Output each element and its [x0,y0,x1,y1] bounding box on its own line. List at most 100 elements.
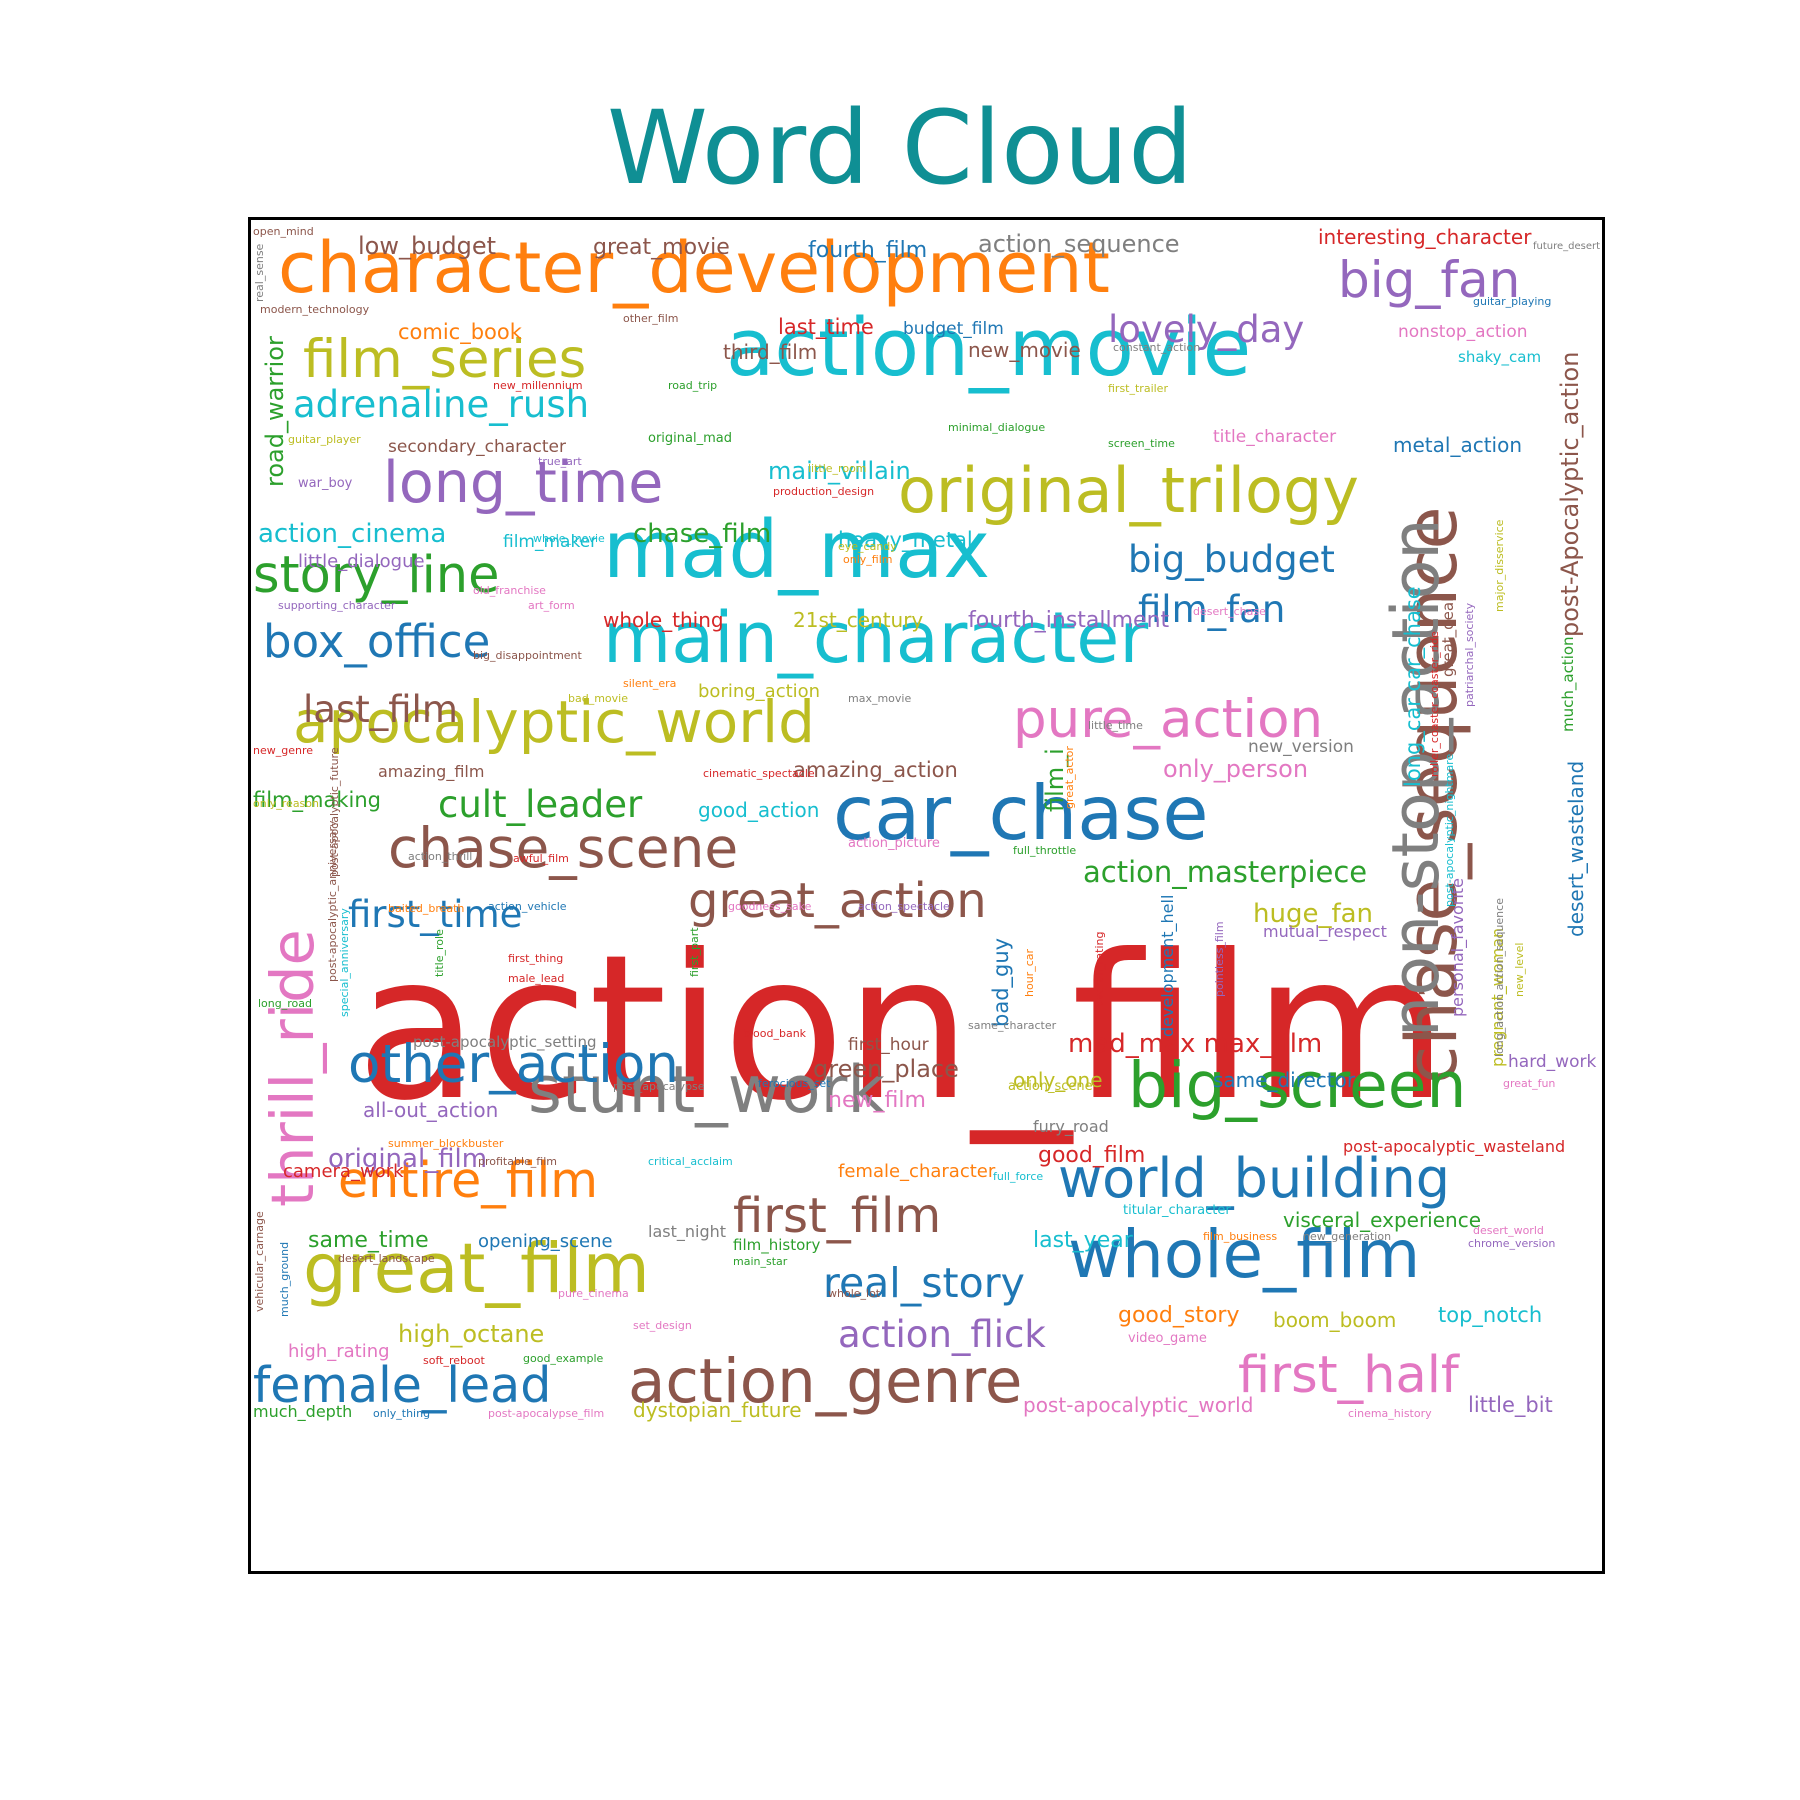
word-opening-scene: opening_scene [478,1231,613,1252]
word-secondary-character: secondary_character [388,437,566,457]
word-shaky-cam: shaky_cam [1458,348,1541,367]
word-war-boy: war_boy [298,476,353,491]
word-critical-acclaim: critical_acclaim [648,1155,733,1168]
word-great-fun: great_fun [1503,1077,1555,1090]
word-post-apocalypse: post_apocalypse [613,1080,705,1093]
word-hard-work: hard_work [1508,1052,1596,1072]
word-pointless-film: pointless_film [1213,921,1226,997]
word-first-film: first_film [733,1188,941,1244]
word-new-generation: new_generation [1303,1230,1391,1243]
word-film-fan: film_fan [1138,588,1285,631]
word-art-form: art_form [528,599,575,612]
word-great-deal: great_deal [1439,598,1458,677]
word-title-role: title_role [433,929,446,977]
word-green-place: green_place [813,1055,959,1083]
word-last-film: last_film [303,688,458,731]
word-original-film: original_film [328,1144,487,1174]
word-old-franchise: old_franchise [473,584,546,597]
word-first-half: first_half [1238,1346,1460,1405]
word-pure-action: pure_action [1013,689,1323,750]
word-budget-film: budget_film [903,319,1004,339]
word-eye-candy: eye_candy [838,540,897,553]
word-ferocious-set: ferocious_set [758,1077,831,1090]
word-main-character: main_character [603,597,1148,679]
word-title-character: title_character [1213,427,1336,447]
word-patriarchal-society: patriarchal_society [1463,602,1476,707]
word-set-design: set_design [633,1319,692,1332]
word-dystopian-future: dystopian_future [633,1398,802,1422]
word-personal-favorite: personal_favorite [1448,878,1468,1017]
chart-title: Word Cloud [607,89,1193,208]
word-max-movie: max_movie [848,692,911,705]
word-only-person: only_person [1163,755,1308,783]
word-post-apocalyptic-anniversary: post-apocalyptic_anniversary [326,820,339,982]
word-action-spectacle: action_spectacle [858,900,950,913]
word-nonstop-action: nonstop_action [1398,322,1528,342]
word-post-apocalyptic-setting: post-apocalyptic_setting [413,1033,597,1052]
word-same-time: same_time [308,1228,429,1253]
word-new-genre: new_genre [253,744,313,757]
word-desert-world: desert_world [1473,1224,1544,1237]
word-box-office: box_office [263,615,490,668]
word-mad-max: mad_max [603,504,990,596]
word-vehicular-carnage: vehicular_carnage [253,1211,266,1312]
word-chase-sequence: chase_sequence [1391,506,1473,1084]
word-cinema-history: cinema_history [1348,1407,1432,1420]
word-interesting-character: interesting_character [1318,225,1532,249]
word-little-dialogue: little_dialogue [298,551,425,572]
word-action-vehicle: action_vehicle [488,900,567,913]
word-future-desert: future_desert [1533,241,1600,252]
word-great-movie: great_movie [593,235,730,260]
word-adrenaline-rush: adrenaline_rush [293,383,589,426]
word-last-year: last_year [1033,1228,1134,1253]
word-last-night: last_night [648,1222,726,1242]
word-action-genre: action_genre [628,1346,1022,1417]
word-only-one: only_one [1013,1068,1103,1092]
word-whole-film: whole_film [1068,1216,1420,1293]
word-low-budget: low_budget [358,232,496,260]
word-good-film: good_film [1038,1143,1145,1168]
word-bad-movie: bad_movie [568,692,628,705]
word-big-fan: big_fan [1338,251,1520,309]
word-boom-boom: boom_boom [1273,1308,1396,1332]
word-awful-film: awful_film [513,852,569,865]
word-bad-guy: bad_guy [989,938,1014,1027]
word-new-film: new_film [828,1088,926,1113]
word-action-picture: action_picture [848,836,940,851]
word-mad-max-max-film: mad_max max_film [1068,1029,1322,1059]
word-main-star: main_star [733,1255,788,1268]
word-first-hour: first_hour [848,1035,929,1055]
word-whole-thing: whole_thing [603,608,724,632]
word-little-room: little_room [808,462,867,475]
word-titular-character: titular_character [1123,1203,1231,1218]
word-boring-action: boring_action [698,681,820,702]
word-real-sense: real_sense [253,243,266,302]
word-real-story: real_story [823,1259,1025,1307]
word-other-film: other_film [623,312,679,325]
word-mutual-respect: mutual_respect [1263,922,1387,942]
word-silent-era: silent_era [623,677,676,690]
word-new-millennium: new_millennium [493,379,583,392]
word-only-film: only_film [843,553,892,566]
word-story-line: story_line [253,546,499,605]
word-all-out-action: all-out_action [363,1098,498,1122]
word-female-lead: female_lead [253,1357,551,1414]
word-film-history: film_history [733,1236,820,1255]
word-action-flick: action_flick [838,1313,1046,1356]
word-same-director: same_director [1213,1068,1356,1092]
word-whole-lot: whole_lot [828,1287,881,1300]
word-constant-action: constant_action [1113,341,1200,354]
word-heavy-metal: heavy_metal [838,528,973,553]
word-original-trilogy: original_trilogy [898,454,1359,527]
word-metal-action: metal_action [1393,433,1522,457]
word-much-depth: much_depth [253,1402,352,1422]
word-apocalyptic-world: apocalyptic_world [293,688,815,756]
word-desert-wasteland: desert_wasteland [1564,761,1588,937]
word-chase-scene: chase_scene [388,816,738,880]
word-action-cinema: action_cinema [258,519,446,549]
word-post-apocalyptic-wasteland: post-apocalyptic_wasteland [1343,1137,1565,1157]
word-guitar-player: guitar_player [288,433,361,446]
word-great-action: great_action [688,873,987,929]
word-goodness-sake: goodness_sake [728,900,812,913]
